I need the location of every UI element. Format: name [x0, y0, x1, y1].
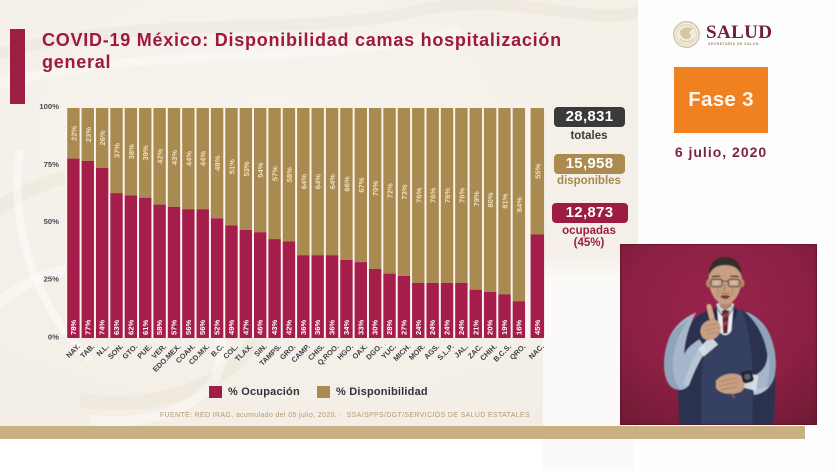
- svg-text:20%: 20%: [486, 320, 495, 335]
- svg-text:19%: 19%: [500, 320, 509, 335]
- svg-text:72%: 72%: [386, 183, 395, 198]
- svg-text:57%: 57%: [169, 320, 178, 335]
- svg-text:52%: 52%: [213, 320, 222, 335]
- svg-text:27%: 27%: [399, 320, 408, 335]
- svg-text:16%: 16%: [514, 320, 523, 335]
- svg-text:50%: 50%: [44, 217, 60, 226]
- svg-text:58%: 58%: [155, 320, 164, 335]
- svg-text:23%: 23%: [84, 127, 93, 142]
- svg-text:76%: 76%: [443, 188, 452, 203]
- svg-text:TAB.: TAB.: [78, 342, 96, 360]
- svg-text:47%: 47%: [241, 320, 250, 335]
- svg-text:24%: 24%: [457, 320, 466, 335]
- svg-text:44%: 44%: [184, 151, 193, 166]
- svg-text:46%: 46%: [256, 320, 265, 335]
- svg-text:24%: 24%: [443, 320, 452, 335]
- svg-text:42%: 42%: [284, 320, 293, 335]
- svg-text:38%: 38%: [127, 144, 136, 159]
- svg-text:NAC.: NAC.: [527, 342, 546, 361]
- svg-text:56%: 56%: [198, 320, 207, 335]
- svg-text:43%: 43%: [170, 150, 179, 165]
- svg-text:64%: 64%: [299, 174, 308, 189]
- svg-text:24%: 24%: [428, 320, 437, 335]
- svg-text:48%: 48%: [213, 155, 222, 170]
- svg-text:73%: 73%: [400, 184, 409, 199]
- svg-text:55%: 55%: [533, 163, 542, 178]
- svg-text:80%: 80%: [486, 192, 495, 207]
- svg-text:0%: 0%: [48, 333, 59, 342]
- svg-text:36%: 36%: [313, 320, 322, 335]
- svg-text:34%: 34%: [342, 320, 351, 335]
- svg-text:42%: 42%: [156, 148, 165, 163]
- svg-text:30%: 30%: [371, 320, 380, 335]
- svg-text:66%: 66%: [342, 176, 351, 191]
- svg-text:67%: 67%: [357, 177, 366, 192]
- svg-text:22%: 22%: [69, 125, 78, 140]
- svg-text:100%: 100%: [39, 102, 59, 111]
- svg-text:51%: 51%: [227, 159, 236, 174]
- svg-text:21%: 21%: [471, 320, 480, 335]
- svg-text:84%: 84%: [515, 197, 524, 212]
- svg-text:58%: 58%: [285, 167, 294, 182]
- svg-text:57%: 57%: [271, 166, 280, 181]
- svg-text:53%: 53%: [242, 161, 251, 176]
- svg-text:24%: 24%: [414, 320, 423, 335]
- svg-text:49%: 49%: [227, 320, 236, 335]
- svg-text:63%: 63%: [112, 320, 121, 335]
- svg-text:75%: 75%: [44, 160, 60, 169]
- svg-text:81%: 81%: [501, 193, 510, 208]
- svg-text:64%: 64%: [314, 174, 323, 189]
- svg-text:78%: 78%: [69, 320, 78, 335]
- svg-text:37%: 37%: [113, 143, 122, 158]
- svg-text:54%: 54%: [256, 162, 265, 177]
- svg-text:62%: 62%: [126, 320, 135, 335]
- svg-text:36%: 36%: [328, 320, 337, 335]
- svg-text:76%: 76%: [457, 188, 466, 203]
- svg-text:36%: 36%: [299, 320, 308, 335]
- svg-text:43%: 43%: [270, 320, 279, 335]
- svg-text:QRO.: QRO.: [508, 342, 528, 362]
- svg-text:77%: 77%: [83, 320, 92, 335]
- svg-text:70%: 70%: [371, 181, 380, 196]
- svg-text:74%: 74%: [98, 320, 107, 335]
- svg-text:79%: 79%: [472, 191, 481, 206]
- svg-text:56%: 56%: [184, 320, 193, 335]
- svg-text:33%: 33%: [356, 320, 365, 335]
- svg-text:76%: 76%: [414, 188, 423, 203]
- svg-text:NAY.: NAY.: [64, 342, 82, 360]
- svg-text:28%: 28%: [385, 320, 394, 335]
- svg-text:39%: 39%: [141, 145, 150, 160]
- svg-text:26%: 26%: [98, 130, 107, 145]
- svg-text:44%: 44%: [199, 151, 208, 166]
- svg-text:64%: 64%: [328, 174, 337, 189]
- svg-text:76%: 76%: [429, 188, 438, 203]
- svg-text:PUE.: PUE.: [135, 342, 153, 360]
- svg-text:25%: 25%: [44, 275, 60, 284]
- svg-text:61%: 61%: [141, 320, 150, 335]
- svg-text:45%: 45%: [533, 320, 542, 335]
